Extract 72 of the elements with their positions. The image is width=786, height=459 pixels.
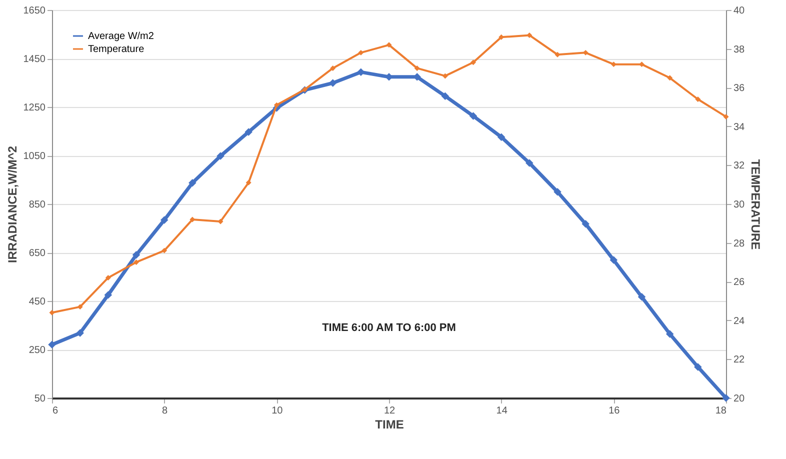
point bbox=[610, 62, 616, 68]
point bbox=[639, 62, 644, 68]
point bbox=[358, 50, 364, 56]
point bbox=[610, 256, 618, 264]
point bbox=[49, 310, 55, 316]
point bbox=[554, 188, 562, 196]
y2-tick-label: 24 bbox=[734, 316, 746, 327]
y2-tick-label: 34 bbox=[734, 122, 746, 133]
point bbox=[77, 304, 83, 310]
y2-tick-label: 20 bbox=[734, 394, 746, 404]
point bbox=[274, 102, 280, 108]
y2-tick-label: 38 bbox=[734, 44, 746, 56]
point bbox=[386, 42, 392, 48]
point bbox=[470, 60, 476, 66]
y-tick-label: 250 bbox=[28, 345, 46, 356]
point bbox=[526, 159, 534, 167]
point bbox=[582, 220, 590, 228]
y-tick-label: 1450 bbox=[23, 54, 46, 65]
y2-tick-label: 22 bbox=[734, 354, 746, 366]
y-tick-label: 450 bbox=[28, 296, 46, 308]
point bbox=[132, 251, 140, 259]
y-tick-label: 1250 bbox=[23, 102, 46, 114]
point bbox=[497, 133, 506, 141]
point bbox=[442, 73, 448, 79]
point bbox=[330, 65, 336, 71]
point bbox=[722, 394, 730, 402]
y2-tick-label: 32 bbox=[734, 160, 746, 172]
point bbox=[694, 363, 702, 371]
point bbox=[134, 259, 139, 265]
y-tick-label: 1050 bbox=[23, 151, 46, 162]
point bbox=[638, 293, 646, 301]
point bbox=[162, 248, 168, 254]
x-tick-label: 8 bbox=[162, 406, 168, 416]
point bbox=[666, 330, 674, 338]
y2-axis-title: TEMPERATURE bbox=[748, 159, 763, 250]
annotation: TIME 6:00 AM TO 6:00 PM bbox=[322, 322, 456, 334]
x-axis-title: TIME bbox=[375, 418, 404, 432]
x-tick-label: 6 bbox=[52, 406, 58, 416]
point bbox=[667, 75, 673, 81]
point bbox=[244, 128, 252, 136]
y-tick-label: 650 bbox=[28, 248, 46, 259]
point bbox=[218, 218, 224, 224]
y-tick-label: 50 bbox=[34, 394, 46, 404]
y-axis-title: IRRADIANCE,W/M^2 bbox=[5, 146, 20, 264]
y2-tick-label: 36 bbox=[734, 83, 746, 94]
x-tick-label: 10 bbox=[272, 406, 284, 416]
y2-tick-label: 30 bbox=[734, 200, 746, 210]
y2-tick-label: 40 bbox=[734, 6, 746, 16]
point bbox=[469, 112, 478, 120]
y-tick-label: 850 bbox=[28, 200, 46, 210]
point bbox=[48, 340, 56, 349]
point bbox=[160, 216, 168, 224]
x-tick-label: 12 bbox=[384, 406, 396, 416]
y-tick-label: 1650 bbox=[23, 6, 46, 16]
point bbox=[105, 274, 111, 280]
point bbox=[414, 65, 420, 71]
x-tick-label: 16 bbox=[608, 406, 620, 416]
point bbox=[76, 329, 84, 337]
point bbox=[695, 96, 701, 102]
legend-label: Temperature bbox=[88, 44, 145, 55]
y2-tick-label: 28 bbox=[734, 238, 746, 250]
legend-label: Average W/m2 bbox=[88, 31, 154, 42]
point bbox=[246, 180, 252, 186]
y2-tick-label: 26 bbox=[734, 277, 746, 288]
x-tick-label: 14 bbox=[496, 406, 508, 416]
x-tick-label: 18 bbox=[715, 406, 727, 416]
point bbox=[723, 114, 729, 120]
point bbox=[357, 68, 365, 76]
point bbox=[104, 291, 112, 299]
point bbox=[216, 152, 224, 160]
point bbox=[188, 179, 196, 187]
point bbox=[441, 92, 450, 100]
